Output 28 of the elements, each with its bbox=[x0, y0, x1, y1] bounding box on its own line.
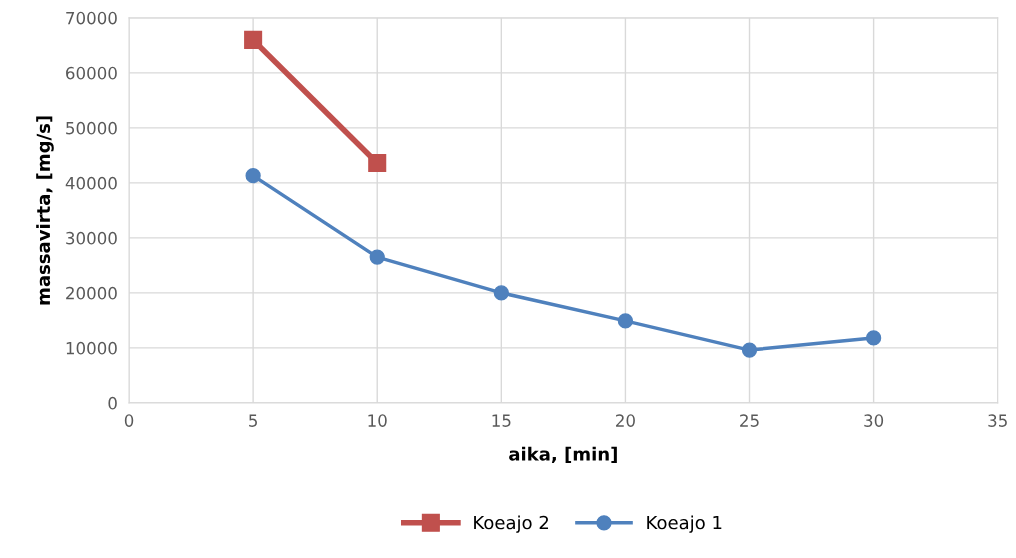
point bbox=[493, 285, 509, 301]
x-tick-label: 30 bbox=[864, 414, 884, 427]
point bbox=[244, 30, 263, 49]
point bbox=[369, 249, 385, 265]
point bbox=[865, 330, 882, 346]
point bbox=[245, 168, 261, 184]
x-tick-label: 10 bbox=[368, 414, 387, 427]
y-tick-label: 0 bbox=[108, 396, 117, 410]
legend-label: Koeajo 2 bbox=[474, 515, 549, 533]
point bbox=[741, 342, 758, 358]
x-axis-title: aika, [min] bbox=[509, 446, 617, 464]
x-tick-label: 20 bbox=[616, 414, 635, 427]
y-tick-label: 20000 bbox=[66, 286, 117, 300]
point bbox=[617, 313, 634, 329]
y-tick-label: 30000 bbox=[66, 231, 117, 245]
point bbox=[368, 154, 387, 173]
legend-label: Koeajo 1 bbox=[647, 515, 722, 533]
x-tick-label: 25 bbox=[740, 414, 759, 427]
y-tick-label: 50000 bbox=[66, 121, 117, 135]
x-tick-label: 15 bbox=[492, 414, 511, 427]
y-axis-title: massavirta, [mg/s] bbox=[36, 116, 54, 305]
y-tick-label: 60000 bbox=[66, 66, 117, 80]
y-tick-label: 40000 bbox=[65, 176, 117, 190]
x-tick-label: 5 bbox=[249, 414, 257, 427]
y-tick-label: 10000 bbox=[66, 341, 117, 355]
x-tick-label: 35 bbox=[988, 414, 1007, 427]
y-tick-label: 70000 bbox=[66, 11, 117, 25]
x-tick-label: 0 bbox=[124, 414, 134, 427]
